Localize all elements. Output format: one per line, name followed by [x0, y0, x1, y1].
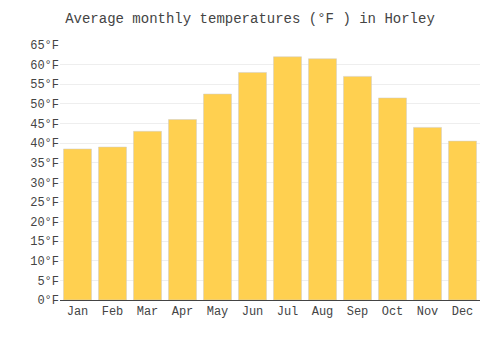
svg-text:20°F: 20°F — [30, 216, 59, 230]
svg-text:May: May — [207, 305, 229, 319]
svg-text:10°F: 10°F — [30, 255, 59, 269]
svg-text:Nov: Nov — [417, 305, 439, 319]
svg-text:Jul: Jul — [277, 305, 299, 319]
svg-text:35°F: 35°F — [30, 157, 59, 171]
svg-text:Mar: Mar — [137, 305, 159, 319]
svg-text:Aug: Aug — [312, 305, 334, 319]
svg-text:25°F: 25°F — [30, 196, 59, 210]
svg-text:65°F: 65°F — [30, 39, 59, 53]
svg-text:Dec: Dec — [452, 305, 474, 319]
svg-text:Feb: Feb — [102, 305, 124, 319]
svg-text:50°F: 50°F — [30, 98, 59, 112]
svg-text:0°F: 0°F — [37, 294, 59, 308]
svg-text:60°F: 60°F — [30, 59, 59, 73]
svg-text:40°F: 40°F — [30, 137, 59, 151]
svg-text:5°F: 5°F — [37, 275, 59, 289]
svg-text:Jan: Jan — [67, 305, 89, 319]
svg-text:Jun: Jun — [242, 305, 264, 319]
svg-text:15°F: 15°F — [30, 235, 59, 249]
svg-text:30°F: 30°F — [30, 177, 59, 191]
svg-text:Oct: Oct — [382, 305, 404, 319]
svg-text:55°F: 55°F — [30, 78, 59, 92]
svg-text:Apr: Apr — [172, 305, 194, 319]
svg-text:45°F: 45°F — [30, 118, 59, 132]
svg-text:Sep: Sep — [347, 305, 369, 319]
svg-text:Average monthly temperatures (: Average monthly temperatures (°F ) in Ho… — [65, 11, 435, 27]
